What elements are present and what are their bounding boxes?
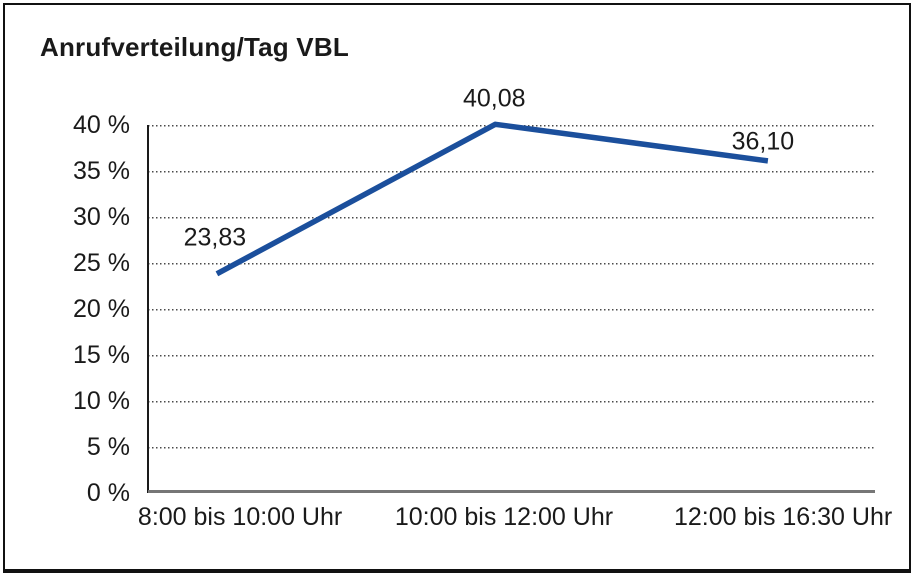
gridline bbox=[148, 447, 875, 449]
gridline bbox=[148, 355, 875, 357]
gridline bbox=[148, 217, 875, 219]
data-point-label: 36,10 bbox=[731, 127, 795, 156]
y-tick-label: 35 % bbox=[73, 157, 130, 185]
gridline bbox=[148, 401, 875, 403]
x-tick-label: 12:00 bis 16:30 Uhr bbox=[673, 503, 893, 531]
y-tick-label: 40 % bbox=[73, 111, 130, 139]
y-tick-label: 20 % bbox=[73, 295, 130, 323]
y-tick-label: 30 % bbox=[73, 203, 130, 231]
gridline bbox=[148, 309, 875, 311]
y-tick-label: 0 % bbox=[86, 479, 130, 507]
y-axis-line bbox=[147, 125, 149, 493]
chart-title: Anrufverteilung/Tag VBL bbox=[40, 32, 349, 62]
x-tick-label: 10:00 bis 12:00 Uhr bbox=[394, 503, 614, 531]
data-point-label: 23,83 bbox=[183, 223, 247, 252]
x-tick-label: 8:00 bis 10:00 Uhr bbox=[137, 503, 343, 531]
y-tick-label: 10 % bbox=[73, 387, 130, 415]
gridline bbox=[148, 171, 875, 173]
gridline bbox=[148, 263, 875, 265]
plot-area bbox=[148, 121, 873, 493]
line-series-path bbox=[215, 121, 769, 277]
y-tick-label: 5 % bbox=[86, 433, 130, 461]
y-tick-label: 25 % bbox=[73, 249, 130, 277]
y-tick-label: 15 % bbox=[73, 341, 130, 369]
line-series bbox=[215, 121, 769, 277]
data-point-label: 40,08 bbox=[462, 84, 526, 113]
x-axis-line bbox=[148, 490, 875, 493]
